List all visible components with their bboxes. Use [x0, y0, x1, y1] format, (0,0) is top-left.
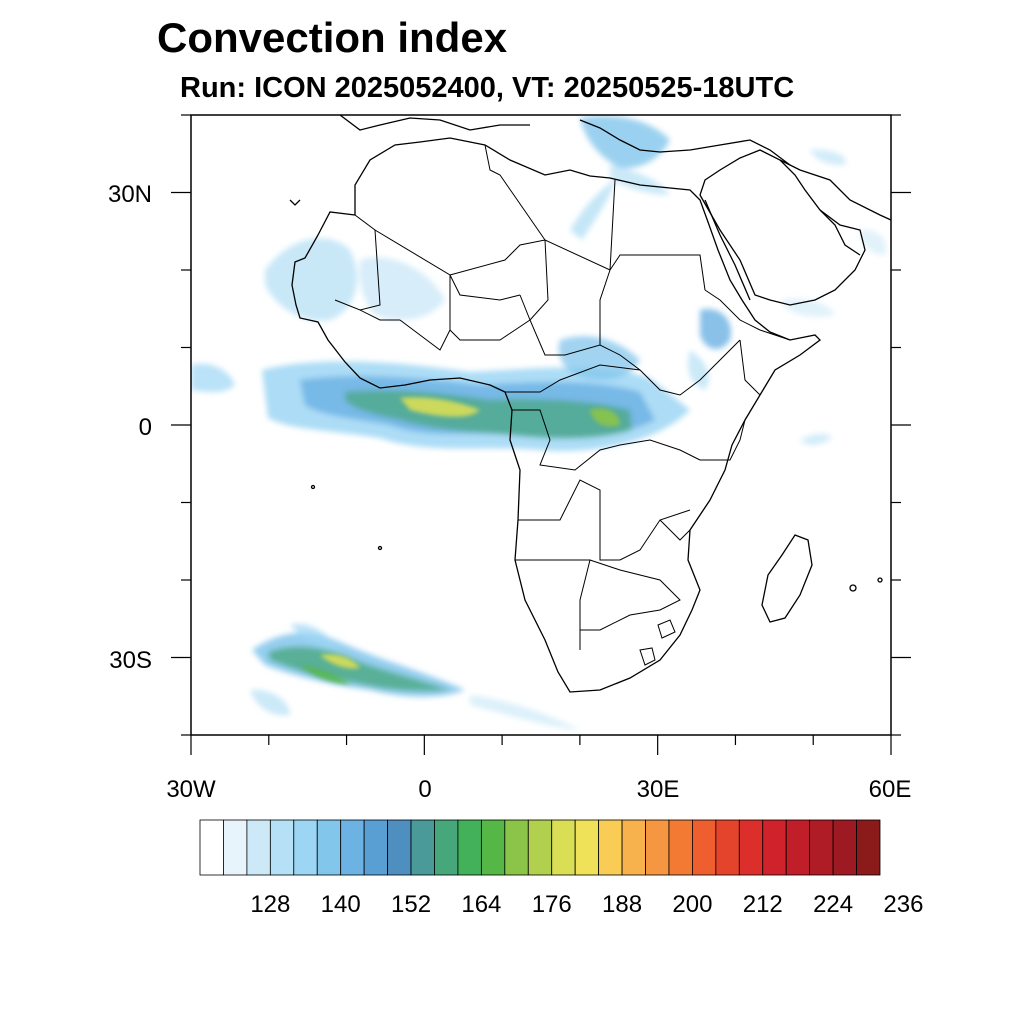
x-tick-label-0: 0: [418, 776, 431, 803]
colorbar-swatch: [246, 819, 271, 876]
colorbar: [199, 819, 881, 876]
colorbar-tick-label: 212: [743, 891, 783, 918]
colorbar-swatch: [387, 819, 412, 876]
convection-cores: [300, 397, 620, 684]
coastlines: [289, 115, 891, 693]
y-tick-label-30s: 30S: [109, 647, 152, 674]
x-axis-labels: 30W 0 30E 60E: [166, 776, 911, 803]
colorbar-swatch: [340, 819, 365, 876]
y-axis-labels: 30N 0 30S: [108, 181, 152, 674]
country-borders: [334, 144, 791, 666]
colorbar-swatch: [645, 819, 670, 876]
colorbar-swatch: [269, 819, 295, 876]
colorbar-swatch: [668, 819, 693, 876]
colorbar-swatch: [621, 819, 646, 876]
colorbar-tick-label: 140: [321, 891, 361, 918]
colorbar-swatch: [457, 819, 482, 876]
colorbar-swatch: [504, 819, 529, 876]
x-tick-label-30e: 30E: [637, 776, 680, 803]
colorbar-tick-label: 236: [883, 891, 923, 918]
chart-title: Convection index: [157, 14, 508, 61]
chart-subtitle: Run: ICON 2025052400, VT: 20250525-18UTC: [180, 72, 795, 104]
colorbar-swatch: [551, 819, 576, 876]
colorbar-swatch: [809, 819, 834, 876]
colorbar-swatch: [832, 819, 857, 876]
colorbar-swatch: [199, 819, 224, 876]
convection-field: [191, 115, 887, 730]
colorbar-swatch: [223, 819, 248, 876]
colorbar-tick-label: 176: [532, 891, 572, 918]
colorbar-swatch: [316, 819, 342, 876]
y-tick-label-30n: 30N: [108, 181, 152, 208]
axis-ticks: [171, 114, 911, 755]
colorbar-swatch: [762, 819, 787, 876]
x-tick-label-60e: 60E: [869, 776, 912, 803]
y-tick-label-0: 0: [139, 414, 152, 441]
colorbar-tick-label: 200: [672, 891, 712, 918]
colorbar-tick-label: 188: [602, 891, 642, 918]
colorbar-swatch: [715, 819, 740, 876]
colorbar-swatch: [856, 819, 881, 876]
colorbar-swatch: [785, 819, 811, 876]
colorbar-swatch: [574, 819, 600, 876]
colorbar-swatch: [738, 819, 764, 876]
colorbar-tick-label: 224: [813, 891, 853, 918]
colorbar-swatch: [410, 819, 435, 876]
colorbar-swatch: [363, 819, 388, 876]
colorbar-tick-label: 128: [250, 891, 290, 918]
colorbar-swatch: [293, 819, 318, 876]
colorbar-labels: 128 140 152 164 176 188 200 212 224 236: [250, 891, 923, 918]
colorbar-swatch: [434, 819, 459, 876]
colorbar-swatch: [527, 819, 553, 876]
colorbar-swatch: [598, 819, 623, 876]
colorbar-swatch: [480, 819, 506, 876]
colorbar-tick-label: 164: [461, 891, 501, 918]
colorbar-tick-label: 152: [391, 891, 431, 918]
x-tick-label-30w: 30W: [166, 776, 216, 803]
colorbar-swatch: [692, 819, 717, 876]
